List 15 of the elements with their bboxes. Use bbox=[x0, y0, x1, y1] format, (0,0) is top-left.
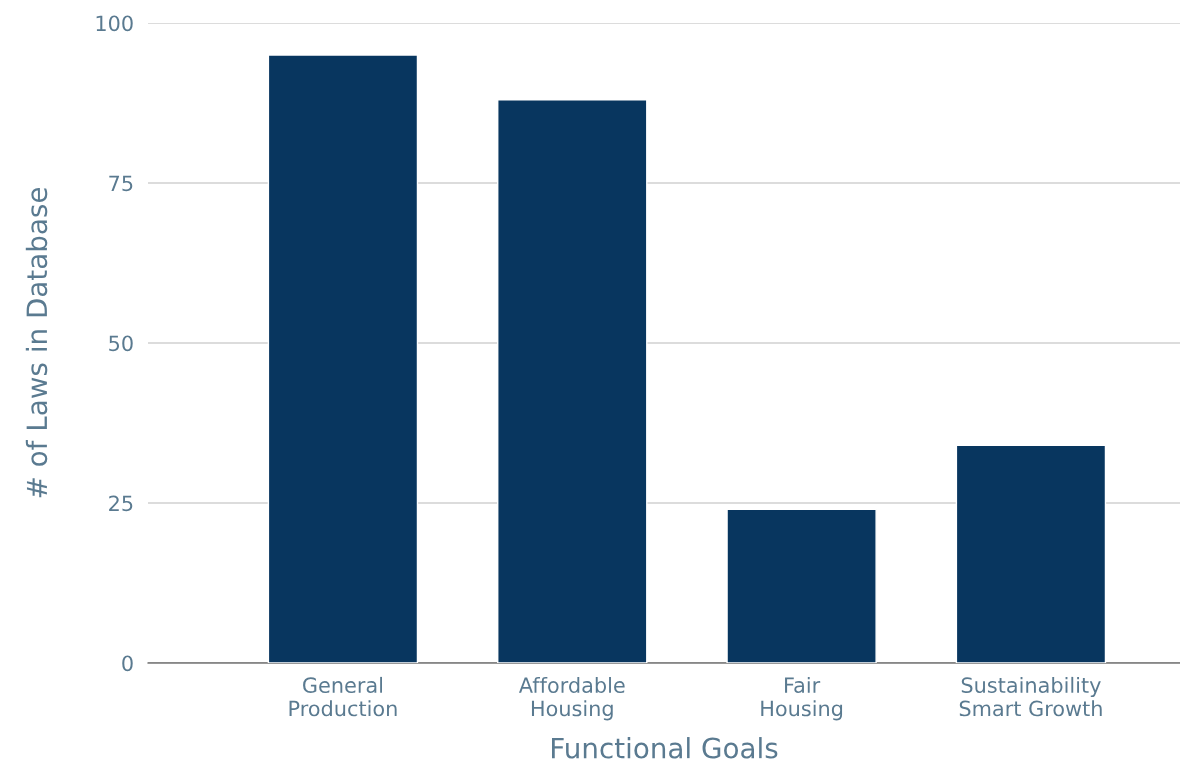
x-tick-label: Fair Housing bbox=[761, 676, 843, 721]
x-axis-title: Functional Goals bbox=[552, 737, 778, 759]
y-tick-label: 100 bbox=[96, 15, 133, 32]
bar bbox=[726, 508, 877, 663]
x-tick-label: Sustainability Smart Growth bbox=[959, 676, 1102, 717]
bar bbox=[497, 99, 648, 663]
x-tick-label: General Production bbox=[289, 676, 397, 717]
bar bbox=[267, 54, 419, 663]
y-tick-label: 50 bbox=[109, 335, 133, 352]
y-tick-label: 75 bbox=[109, 175, 133, 192]
y-tick-label: 25 bbox=[109, 495, 133, 512]
y-tick-label: 0 bbox=[122, 655, 133, 672]
y-axis-title: # of Laws in Database bbox=[25, 188, 48, 498]
bar bbox=[955, 444, 1107, 663]
x-tick-label: Affordable Housing bbox=[518, 676, 625, 721]
